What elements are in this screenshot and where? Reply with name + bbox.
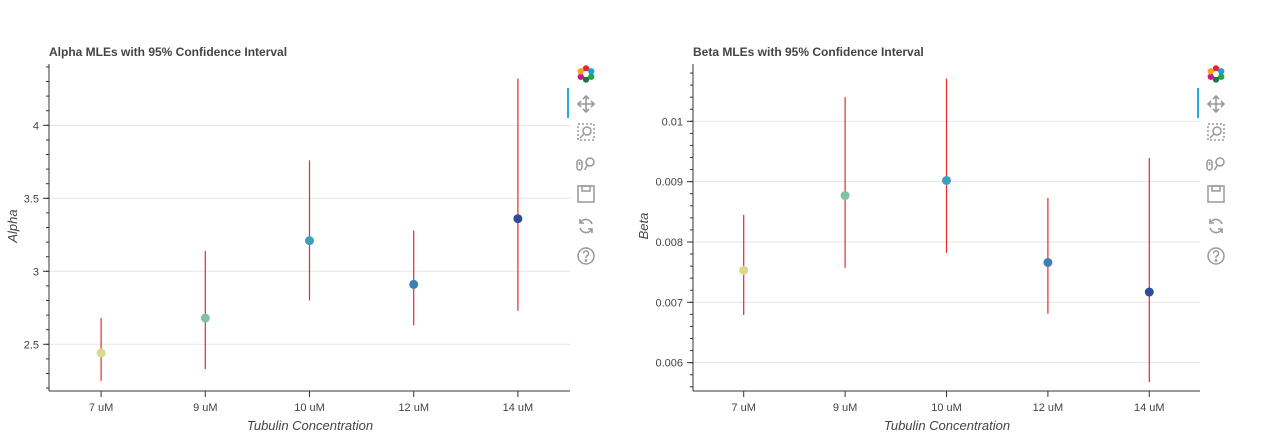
beta-chart-panel: Beta MLEs with 95% Confidence Interval 0…	[636, 0, 1270, 435]
x-axis-label: Tubulin Concentration	[247, 418, 373, 433]
help-icon[interactable]	[1201, 244, 1231, 268]
save-icon[interactable]	[571, 182, 601, 206]
data-point	[305, 236, 314, 246]
y-tick-label: 0.007	[655, 297, 683, 309]
data-point	[739, 265, 749, 275]
x-tick-label: 12 uM	[1033, 402, 1064, 414]
reset-icon[interactable]	[1201, 214, 1231, 238]
save-icon[interactable]	[1201, 182, 1231, 206]
y-tick-label: 0.006	[655, 358, 683, 370]
data-point	[840, 191, 850, 201]
x-tick-label: 10 uM	[294, 402, 325, 414]
y-tick-label: 4	[33, 120, 39, 132]
beta-chart: Beta MLEs with 95% Confidence Interval 0…	[636, 45, 1200, 433]
x-tick-label: 14 uM	[503, 402, 534, 414]
data-point	[513, 214, 523, 224]
alpha-chart-panel: Alpha MLEs with 95% Confidence Interval …	[5, 45, 601, 433]
x-tick-label: 9 uM	[833, 402, 857, 414]
data-point	[409, 279, 419, 289]
x-axis-label: Tubulin Concentration	[884, 418, 1010, 433]
chart-title: Beta MLEs with 95% Confidence Interval	[693, 45, 924, 59]
data-point	[200, 313, 210, 323]
x-tick-label: 12 uM	[398, 402, 429, 414]
wheel-zoom-icon[interactable]	[1201, 152, 1231, 176]
x-tick-label: 7 uM	[89, 402, 113, 414]
box-zoom-icon[interactable]	[1201, 120, 1231, 144]
active-tool-indicator	[1197, 88, 1199, 118]
data-point	[96, 348, 106, 358]
y-tick-label: 0.008	[655, 237, 683, 249]
y-tick-label: 2.5	[24, 339, 39, 351]
x-tick-label: 14 uM	[1134, 402, 1165, 414]
pan-icon[interactable]	[1201, 92, 1231, 116]
help-icon[interactable]	[571, 244, 601, 268]
y-tick-label: 3	[33, 266, 39, 278]
bokeh-logo-icon	[1201, 62, 1231, 86]
data-point	[942, 175, 951, 185]
reset-icon[interactable]	[571, 214, 601, 238]
y-axis-label: Beta	[636, 213, 651, 240]
data-point	[1144, 287, 1154, 297]
y-tick-label: 0.009	[655, 177, 683, 189]
x-tick-label: 9 uM	[193, 402, 217, 414]
active-tool-indicator	[567, 88, 569, 118]
y-tick-label: 3.5	[24, 193, 39, 205]
bokeh-logo-icon	[571, 62, 601, 86]
y-tick-label: 0.01	[662, 116, 683, 128]
alpha-chart: Alpha MLEs with 95% Confidence Interval …	[5, 45, 570, 433]
chart-title: Alpha MLEs with 95% Confidence Interval	[49, 45, 287, 59]
x-tick-label: 7 uM	[731, 402, 755, 414]
y-axis-label: Alpha	[5, 209, 20, 243]
box-zoom-icon[interactable]	[571, 120, 601, 144]
x-tick-label: 10 uM	[931, 402, 962, 414]
wheel-zoom-icon[interactable]	[571, 152, 601, 176]
data-point	[1043, 257, 1053, 267]
pan-icon[interactable]	[571, 92, 601, 116]
